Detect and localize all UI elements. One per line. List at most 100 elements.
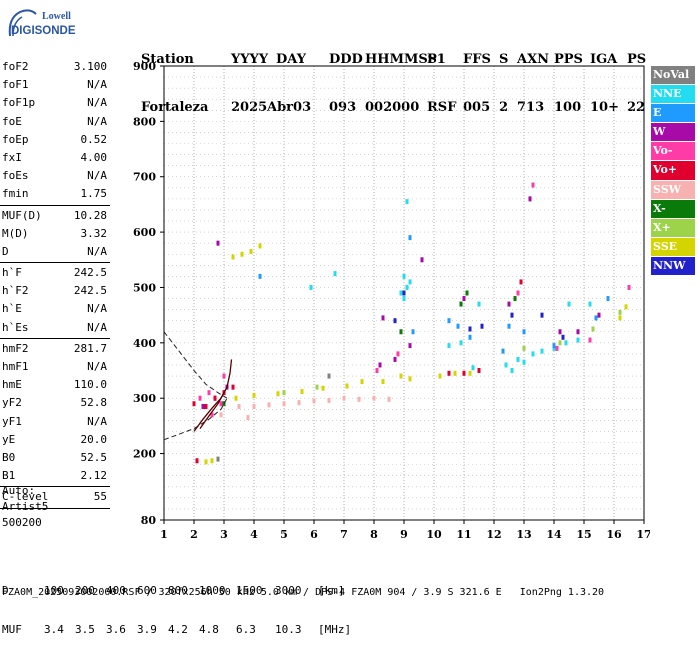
data-point-vo- bbox=[588, 337, 592, 343]
param-name: C-level bbox=[2, 490, 49, 504]
footer-cell: 10.3 bbox=[275, 623, 302, 636]
legend-item-x-: X- bbox=[651, 199, 695, 218]
param-name: M(D) bbox=[2, 226, 29, 240]
data-point-nne bbox=[459, 340, 463, 346]
data-point-nne bbox=[399, 290, 403, 296]
y-tick-label: 80 bbox=[141, 514, 157, 527]
legend-item-nne: NNE bbox=[651, 85, 695, 104]
param-value: 52.8 bbox=[80, 396, 108, 410]
data-point-x- bbox=[399, 329, 403, 335]
data-point-noval bbox=[216, 456, 220, 462]
data-point-sse bbox=[249, 248, 253, 254]
x-tick-label: 17 bbox=[636, 528, 650, 541]
data-point-vo- bbox=[375, 368, 379, 374]
param-row: fxI 4.00 bbox=[0, 149, 110, 167]
param-value: N/A bbox=[87, 96, 107, 110]
header-value-11: 22 bbox=[627, 100, 646, 115]
header-label-6: FFS bbox=[463, 52, 491, 67]
header-label-3: DDD bbox=[329, 52, 363, 67]
param-row: foF1 N/A bbox=[0, 76, 110, 94]
header-value-2: Abr03 bbox=[267, 100, 312, 115]
header-label-5: P1 bbox=[427, 52, 446, 67]
data-point-e bbox=[594, 315, 598, 321]
param-row: h`E N/A bbox=[0, 300, 110, 318]
param-name: foF1 bbox=[2, 78, 29, 92]
data-point-sse bbox=[258, 243, 262, 249]
data-point-nne bbox=[333, 271, 337, 277]
param-value: 281.7 bbox=[73, 341, 107, 355]
footer-unit: [km] bbox=[318, 584, 345, 597]
data-point-w bbox=[378, 362, 382, 368]
auto-line3: 500200 bbox=[2, 516, 42, 529]
header-values-row: Fortaleza 2025 Abr03 093 002000 RSF 005 2 713 100… bbox=[141, 100, 645, 116]
footer-cell: 3.4 bbox=[44, 623, 64, 636]
param-name: fxI bbox=[2, 150, 22, 164]
header-value-1: 2025 bbox=[231, 100, 268, 115]
y-tick-label: 800 bbox=[133, 115, 156, 128]
legend-item-w: W bbox=[651, 123, 695, 142]
data-point-nne bbox=[531, 351, 535, 357]
param-value: N/A bbox=[87, 360, 107, 373]
x-tick-label: 3 bbox=[220, 528, 228, 541]
x-tick-label: 15 bbox=[576, 528, 591, 541]
x-tick-label: 9 bbox=[400, 528, 408, 541]
x-tick-label: 14 bbox=[546, 528, 562, 541]
param-value: N/A bbox=[87, 414, 107, 428]
header-label-8: AXN bbox=[517, 52, 550, 67]
param-value: N/A bbox=[87, 114, 107, 128]
param-name: hmF2 bbox=[2, 341, 29, 355]
data-point-vo- bbox=[213, 395, 217, 401]
param-name: foEs bbox=[2, 169, 29, 183]
param-name: yF2 bbox=[2, 396, 22, 410]
param-row: B0 52.5 bbox=[0, 449, 110, 467]
header-label-4: HHMMSS bbox=[365, 52, 437, 67]
param-name: B1 bbox=[2, 469, 16, 483]
data-point-w bbox=[558, 329, 562, 335]
data-point-vo- bbox=[627, 284, 631, 290]
param-name: MUF(D) bbox=[2, 208, 42, 222]
data-point-e bbox=[501, 348, 505, 354]
data-point-noval bbox=[327, 373, 331, 379]
param-row: foE N/A bbox=[0, 113, 110, 131]
data-point-nne bbox=[309, 284, 313, 290]
station-header: Station YYYY DAY DDD HHMMSS P1 FFS S AXN PPS IGA PS… bbox=[141, 20, 646, 132]
param-name: h`Es bbox=[2, 320, 29, 334]
data-point-nne bbox=[510, 368, 514, 374]
legend: NoVal NNE E W Vo- Vo+ SSW X- X+ SSE NNW bbox=[651, 66, 695, 276]
y-tick-label: 700 bbox=[133, 171, 156, 184]
profile-curve-dashed-lower bbox=[163, 397, 228, 441]
data-point-vo- bbox=[222, 373, 226, 379]
distance-muf-table: D 100 200 400 600 800 1000 1500 3000 [km] MUF 3.4 3… bbox=[2, 558, 351, 649]
param-row: yE 20.0 bbox=[0, 431, 110, 449]
param-value: 3.32 bbox=[80, 226, 108, 240]
param-row: B1 2.12 bbox=[0, 467, 110, 485]
data-point-x- bbox=[459, 301, 463, 307]
profile-curve-dashed-upper bbox=[163, 331, 228, 399]
data-point-ssw bbox=[282, 401, 286, 407]
footer-cell: 3.6 bbox=[106, 623, 126, 636]
data-point-sse bbox=[360, 379, 364, 385]
auto-line2: Artist5 bbox=[2, 500, 49, 513]
param-name: foF1p bbox=[2, 96, 36, 110]
data-point-sse bbox=[381, 379, 385, 385]
footer-unit: [MHz] bbox=[318, 623, 352, 636]
data-point-w bbox=[597, 312, 601, 318]
param-row: yF1 N/A bbox=[0, 413, 110, 431]
data-point-x- bbox=[558, 340, 562, 346]
param-name: yF1 bbox=[2, 414, 22, 428]
data-point-ssw bbox=[387, 396, 391, 402]
param-value: 110.0 bbox=[73, 378, 107, 392]
y-tick-label: 600 bbox=[133, 226, 156, 239]
data-point-nnw bbox=[402, 290, 406, 296]
param-value: N/A bbox=[87, 320, 107, 334]
data-point-sse bbox=[468, 370, 472, 376]
header-value-10: 10+ bbox=[590, 100, 619, 115]
data-point-nne bbox=[447, 343, 451, 349]
y-tick-label: 500 bbox=[133, 281, 156, 294]
param-separator bbox=[0, 204, 110, 206]
data-point-x- bbox=[522, 345, 526, 351]
data-point-w bbox=[420, 257, 424, 263]
data-point-nne bbox=[402, 296, 406, 302]
legend-item-ssw: SSW bbox=[651, 180, 695, 199]
data-point-e bbox=[456, 323, 460, 329]
